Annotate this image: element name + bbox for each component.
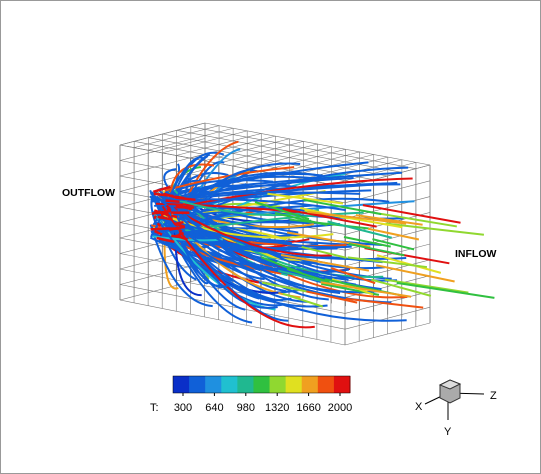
streamline [180, 230, 182, 231]
colorbar-tick-label: 1660 [296, 402, 320, 414]
colorbar-segment [318, 376, 335, 393]
x-axis-label: X [415, 401, 423, 413]
colorbar-label: T: [150, 402, 159, 414]
colorbar-segment [334, 376, 351, 393]
colorbar-segment [237, 376, 254, 393]
colorbar-segment [173, 376, 190, 393]
streamline [180, 232, 181, 233]
colorbar-segment [302, 376, 319, 393]
z-axis-label: Z [490, 390, 497, 402]
colorbar-segment [205, 376, 222, 393]
colorbar-tick-label: 1320 [265, 402, 289, 414]
colorbar-tick-label: 2000 [328, 402, 352, 414]
colorbar-tick-label: 640 [205, 402, 223, 414]
inflow-label: INFLOW [455, 248, 496, 260]
streamline [171, 215, 177, 217]
colorbar-segment [189, 376, 206, 393]
colorbar-tick-label: 980 [237, 402, 255, 414]
colorbar-tick-label: 300 [174, 402, 192, 414]
outflow-label: OUTFLOW [62, 187, 115, 199]
colorbar-segment [253, 376, 270, 393]
colorbar-segment [270, 376, 287, 393]
streamline [154, 216, 156, 219]
colorbar-segment [221, 376, 238, 393]
streamline [166, 201, 180, 202]
colorbar-segment [286, 376, 303, 393]
y-axis-label: Y [444, 426, 452, 438]
figure: OUTFLOW INFLOW 300640980132016602000 T: … [0, 0, 541, 474]
